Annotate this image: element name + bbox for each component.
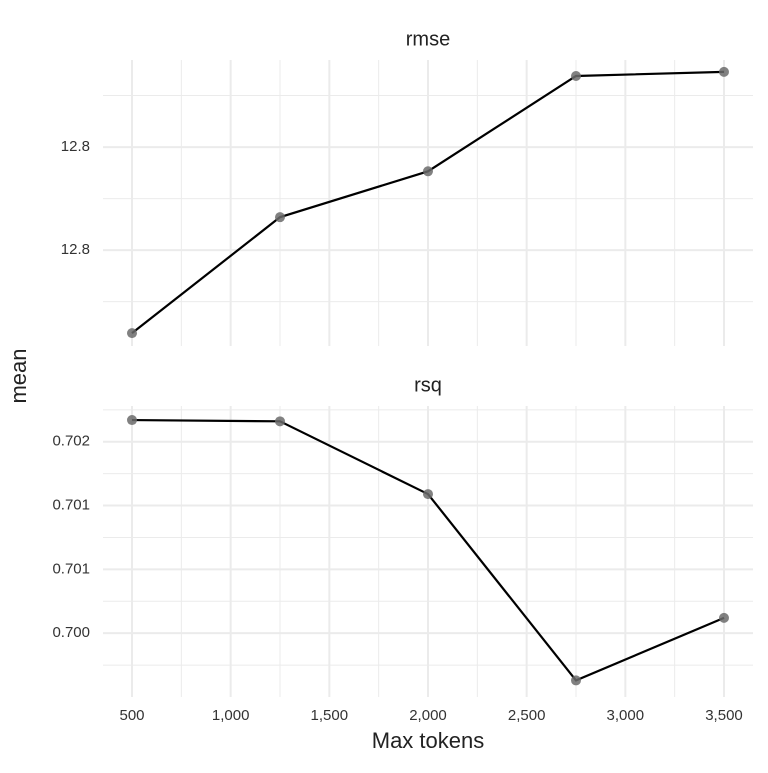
data-point	[718, 66, 729, 77]
x-tick-label: 500	[119, 707, 144, 724]
x-tick-label: 2,000	[409, 707, 447, 724]
y-tick-label: 12.8	[61, 138, 90, 155]
x-tick-label: 3,000	[607, 707, 645, 724]
y-axis-title: mean	[6, 348, 31, 403]
data-point	[423, 166, 433, 177]
data-point	[570, 70, 581, 81]
data-point	[275, 416, 286, 427]
data-point	[570, 675, 581, 686]
x-tick-label: 1,000	[212, 707, 250, 724]
y-tick-label: 0.701	[52, 560, 90, 577]
y-tick-label: 12.8	[61, 241, 90, 258]
panel-title: rsq	[414, 374, 442, 396]
x-tick-label: 3,500	[705, 707, 743, 724]
x-tick-label: 1,500	[311, 707, 349, 724]
data-point	[127, 415, 138, 426]
data-point	[127, 328, 138, 339]
panel-title: rmse	[406, 28, 450, 50]
x-tick-label: 2,500	[508, 707, 546, 724]
data-point	[275, 212, 286, 223]
data-point	[718, 612, 729, 623]
y-tick-label: 0.700	[52, 624, 90, 641]
data-point	[423, 489, 433, 500]
x-axis-title: Max tokens	[372, 728, 485, 753]
y-tick-label: 0.702	[52, 433, 90, 450]
y-tick-label: 0.701	[52, 497, 90, 514]
